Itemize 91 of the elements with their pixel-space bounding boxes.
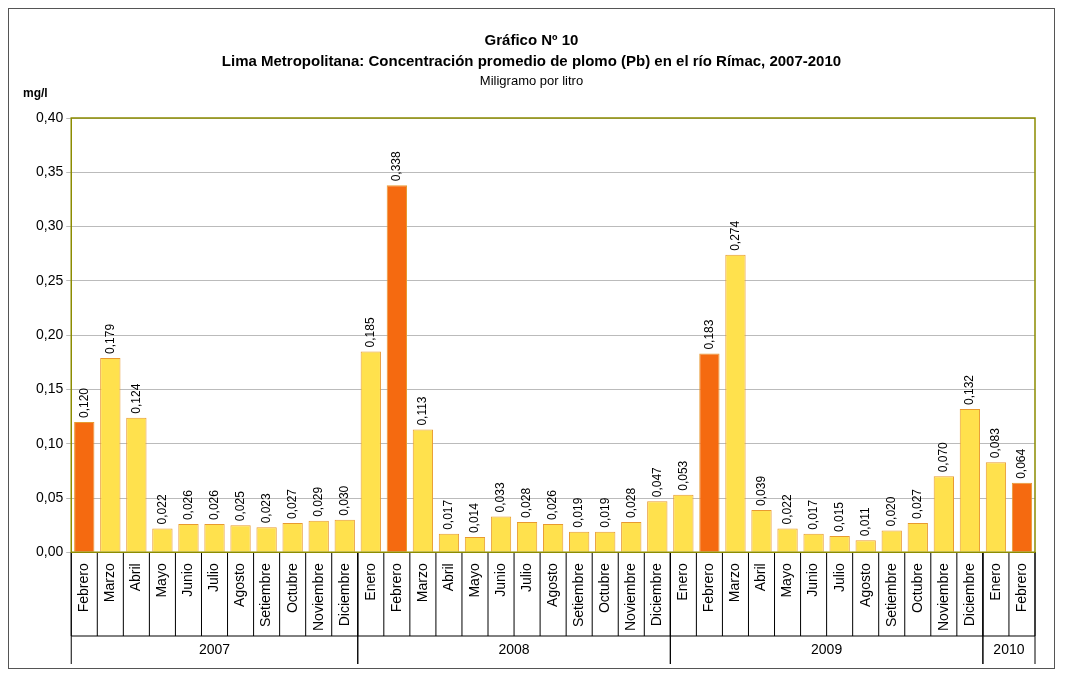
y-tick-label: 0,40	[36, 108, 64, 125]
x-tick-label: Setiembre	[882, 563, 899, 628]
x-tick-label: Marzo	[101, 563, 118, 603]
y-tick-label: 0,20	[36, 326, 64, 343]
data-label: 0,039	[753, 475, 768, 506]
x-tick-label: Enero	[674, 563, 691, 601]
x-tick-label: Junio	[804, 563, 821, 597]
data-label: 0,083	[988, 427, 1003, 459]
x-tick-label: Noviembre	[934, 563, 951, 632]
y-tick-label: 0,00	[36, 543, 64, 560]
data-label: 0,185	[363, 317, 378, 348]
x-tick-label: Noviembre	[309, 563, 326, 632]
data-label: 0,014	[467, 502, 482, 534]
x-tick-label: Setiembre	[257, 563, 274, 628]
data-label: 0,026	[180, 489, 195, 521]
x-tick-label: Julio	[830, 563, 847, 593]
data-label: 0,015	[831, 501, 846, 533]
chart-subtitle: Lima Metropolitana: Concentración promedio de plomo (Pb) en el río Rímac, 2007-2010	[220, 52, 843, 69]
x-tick-label: Enero	[986, 563, 1003, 601]
data-label: 0,053	[675, 460, 690, 491]
chart-title: Gráfico Nº 10	[483, 31, 580, 48]
x-tick-label: Noviembre	[622, 563, 639, 632]
x-tick-label: Febrero	[1012, 563, 1029, 613]
text: 2007	[198, 640, 231, 657]
text: 2009	[811, 640, 843, 657]
data-label: 0,030	[337, 485, 352, 516]
x-tick-label: Mayo	[465, 563, 482, 598]
data-label: 0,026	[206, 489, 221, 521]
data-label: 0,120	[76, 387, 91, 419]
text: Miligramo por litro	[478, 73, 585, 88]
x-tick-label: Octubre	[596, 563, 613, 614]
data-label: 0,023	[258, 492, 273, 524]
x-tick-label: Mayo	[778, 563, 795, 598]
y-tick-label: 0,25	[36, 271, 64, 288]
x-tick-label: Abril	[752, 563, 769, 592]
data-label: 0,028	[519, 487, 534, 518]
data-label: 0,029	[311, 486, 326, 517]
data-label: 0,022	[154, 494, 169, 525]
data-label: 0,132	[962, 374, 977, 405]
y-axis-title: mg/l	[23, 86, 48, 101]
data-label: 0,017	[805, 499, 820, 530]
data-label: 0,027	[284, 488, 299, 519]
data-label: 0,183	[701, 319, 716, 350]
data-label: 0,011	[858, 506, 872, 537]
data-label: 0,019	[597, 497, 612, 528]
x-tick-label: Abril	[127, 563, 144, 592]
data-label: 0,019	[571, 497, 586, 528]
x-tick-label: Julio	[517, 563, 534, 593]
text: 2008	[498, 640, 530, 657]
data-label: 0,020	[884, 496, 899, 527]
data-label: 0,025	[232, 490, 247, 522]
x-tick-label: Mayo	[153, 563, 170, 598]
y-tick-label: 0,30	[36, 217, 64, 234]
data-label: 0,064	[1014, 448, 1029, 479]
y-tick-label: 0,15	[36, 380, 64, 397]
data-label: 0,028	[623, 487, 638, 518]
y-tick-label: 0,35	[36, 163, 64, 180]
x-tick-label: Diciembre	[335, 563, 352, 627]
data-label: 0,113	[415, 396, 430, 426]
x-tick-label: Enero	[361, 563, 378, 601]
x-tick-label: Febrero	[700, 563, 717, 613]
x-tick-label: Febrero	[75, 563, 92, 613]
data-label: 0,070	[936, 441, 951, 473]
x-tick-label: Abril	[439, 563, 456, 592]
x-tick-label: Agosto	[856, 563, 873, 607]
x-tick-label: Octubre	[283, 563, 300, 614]
x-tick-label: Diciembre	[960, 563, 977, 627]
x-tick-label: Octubre	[908, 563, 925, 614]
data-label: 0,026	[545, 489, 560, 521]
x-tick-label: Diciembre	[648, 563, 665, 627]
data-label: 0,017	[441, 499, 456, 530]
data-label: 0,124	[128, 383, 143, 414]
data-label: 0,047	[649, 466, 664, 498]
x-tick-label: Marzo	[413, 563, 430, 603]
data-label: 0,179	[102, 323, 117, 354]
x-tick-label: Agosto	[543, 563, 560, 607]
text: 2010	[993, 640, 1025, 657]
y-tick-label: 0,10	[36, 434, 64, 451]
y-tick-label: 0,05	[36, 488, 64, 505]
x-tick-label: Junio	[491, 563, 508, 597]
x-tick-label: Junio	[179, 563, 196, 597]
data-label: 0,022	[779, 494, 794, 525]
data-label: 0,338	[389, 150, 404, 182]
x-tick-label: Marzo	[726, 563, 743, 603]
data-label: 0,027	[910, 488, 925, 519]
x-tick-label: Agosto	[231, 563, 248, 607]
x-tick-label: Febrero	[387, 563, 404, 613]
data-label: 0,033	[493, 482, 508, 513]
x-tick-label: Setiembre	[570, 563, 587, 628]
data-label: 0,274	[727, 220, 742, 251]
x-tick-label: Julio	[205, 563, 222, 593]
